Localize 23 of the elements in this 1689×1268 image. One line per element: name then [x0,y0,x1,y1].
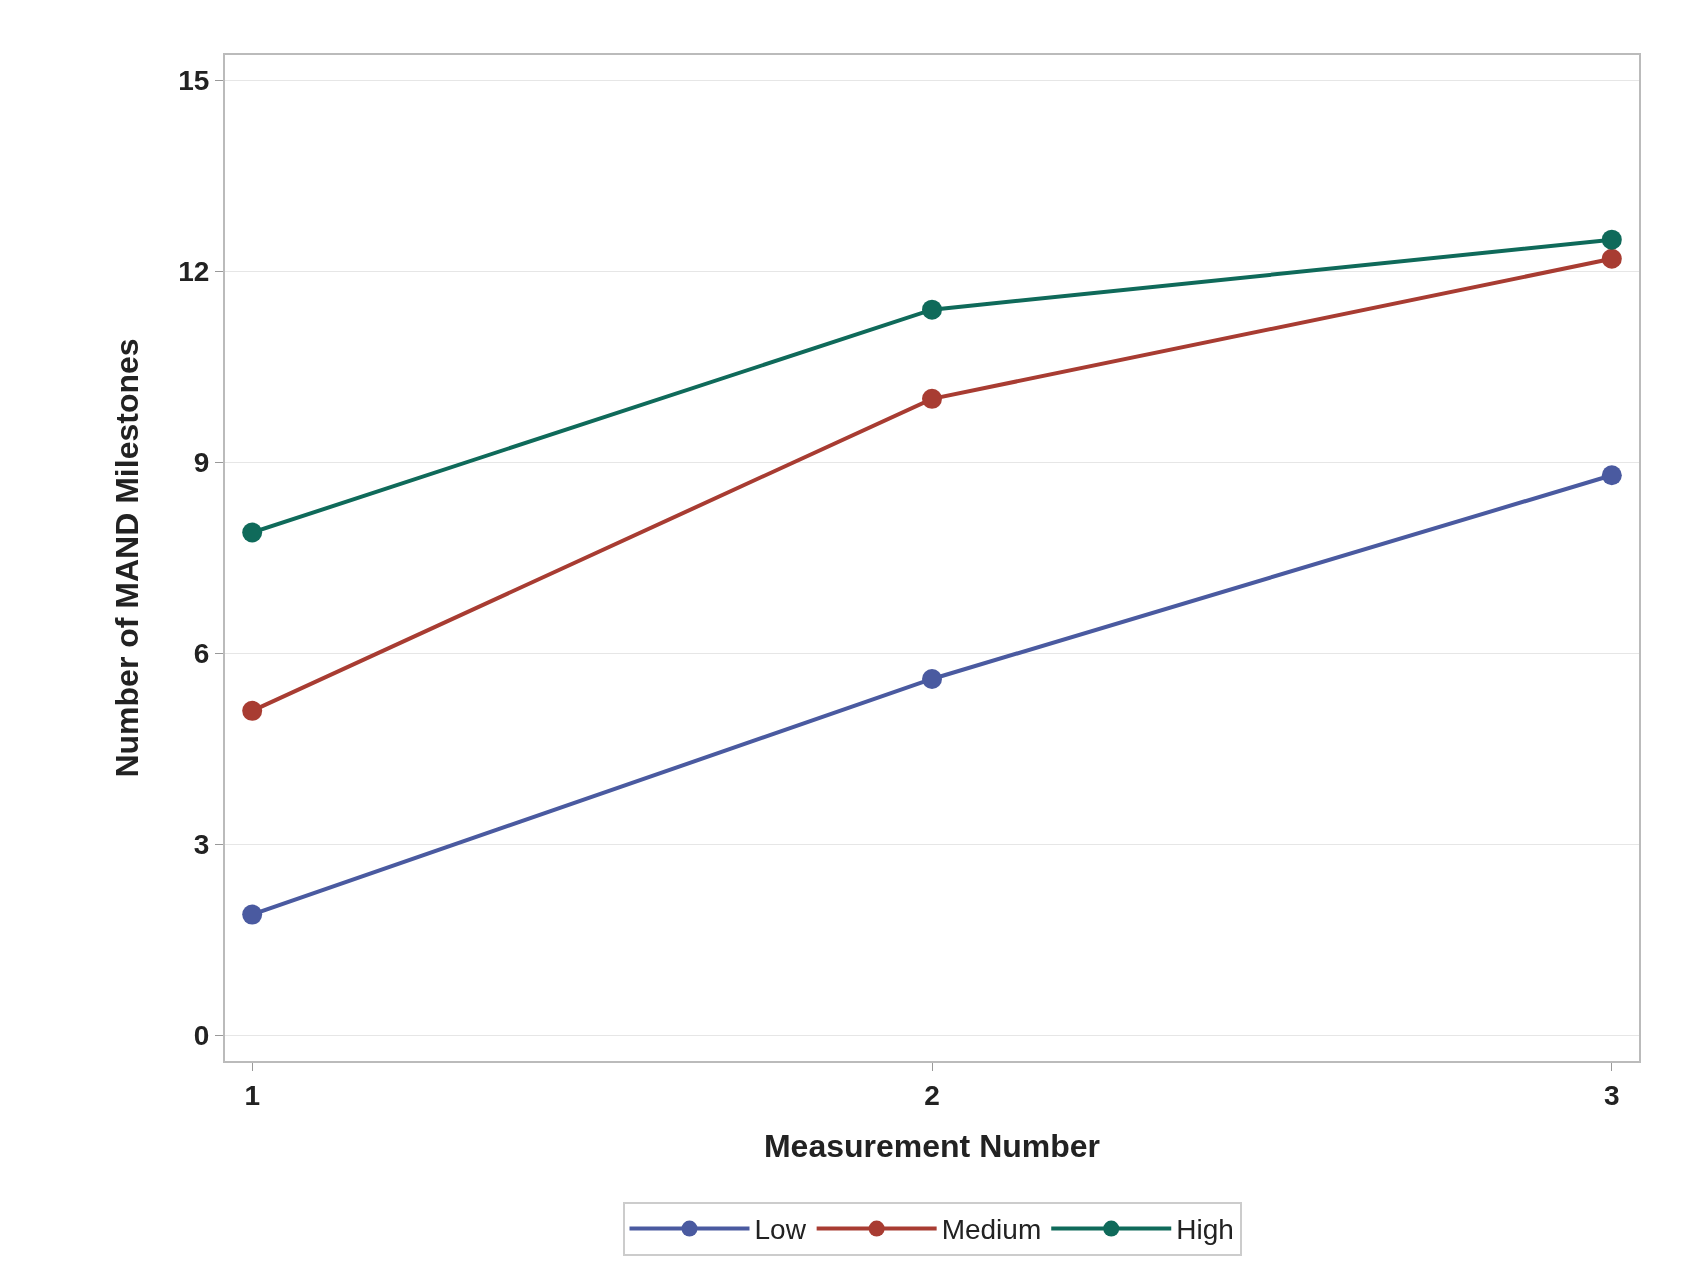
x-tick-label: 3 [1604,1079,1620,1111]
y-tick-label: 0 [193,1020,210,1052]
point [242,522,263,543]
legend-label: High [1176,1214,1234,1246]
point [242,700,263,721]
y-tick-label: 15 [178,65,210,97]
point [1601,465,1622,486]
legend-label: Medium [941,1214,1042,1246]
point [922,388,942,409]
legend-label: Low [754,1214,807,1246]
x-tick-label: 2 [924,1079,940,1111]
point [922,299,942,320]
point [1601,229,1622,250]
point [242,904,263,925]
y-tick-label: 6 [193,638,210,670]
point [1601,248,1622,269]
y-tick-label: 12 [178,256,210,288]
y-tick-label: 9 [193,447,210,479]
y-tick-label: 3 [193,829,210,861]
y-axis-title: Number of MAND Milestones [109,338,146,778]
point [922,668,942,689]
x-axis-title: Measurement Number [763,1128,1101,1164]
x-tick-label: 1 [244,1079,260,1111]
